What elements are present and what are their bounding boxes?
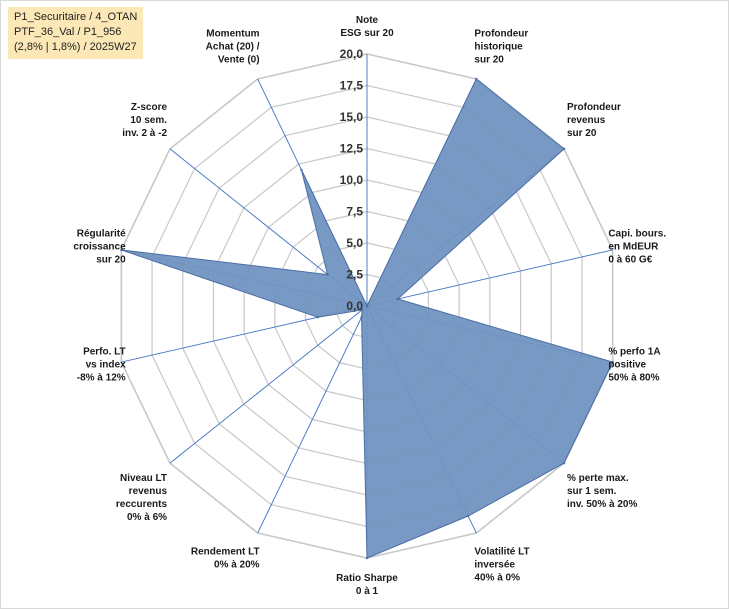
tick-label: 7,5: [346, 205, 363, 219]
axis-label-7: Ratio Sharpe 0 à 1: [336, 573, 398, 597]
tick-label: 2,5: [346, 268, 363, 282]
tick-label: 0,0: [346, 299, 363, 313]
axis-label-8: Rendement LT 0% à 20%: [191, 547, 260, 571]
data-point-5: [562, 461, 566, 465]
axis-label-11: Régularité croissance sur 20: [73, 228, 126, 265]
data-point-4: [611, 360, 614, 364]
data-point-13: [300, 168, 303, 171]
data-point-0: [365, 304, 369, 308]
axis-spoke-8: [257, 305, 368, 534]
axis-label-1: Profondeur historique sur 20: [474, 28, 528, 65]
data-point-6: [466, 514, 470, 518]
data-point-8: [360, 316, 363, 319]
axis-label-2: Profondeur revenus sur 20: [567, 102, 621, 139]
axis-label-0: Note ESG sur 20: [340, 15, 394, 39]
info-line-2: PTF_36_Val / P1_956: [14, 26, 122, 38]
tick-label: 20,0: [340, 47, 364, 61]
axis-label-3: Capi. bours. en MdEUR 0 à 60 G€: [608, 228, 666, 265]
data-point-12: [326, 273, 329, 276]
axis-label-6: Volatilité LT inversée 40% à 0%: [474, 547, 529, 584]
axis-spoke-3: [366, 249, 613, 307]
info-line-3: (2,8% | 1,8%) / 2025W27: [14, 41, 137, 53]
data-point-7: [365, 556, 369, 560]
info-line-1: P1_Securitaire / 4_OTAN: [14, 11, 138, 23]
axis-label-5: % perte max. sur 1 sem. inv. 50% à 20%: [567, 473, 638, 510]
axis-label-10: Perfo. LT vs index -8% à 12%: [77, 347, 126, 384]
data-point-3: [396, 297, 399, 301]
tick-label: 17,5: [340, 79, 364, 93]
tick-label: 10,0: [340, 173, 364, 187]
portfolio-info-box: P1_Securitaire / 4_OTAN PTF_36_Val / P1_…: [8, 7, 144, 59]
data-point-9: [360, 308, 364, 312]
axis-label-12: Z-score 10 sem. inv. 2 à -2: [122, 102, 167, 139]
axis-label-9: Niveau LT revenus reccurents 0% à 6%: [116, 473, 168, 523]
tick-label: 12,5: [340, 142, 364, 156]
data-point-10: [316, 316, 320, 319]
data-point-2: [562, 147, 566, 151]
tick-label: 5,0: [346, 236, 363, 250]
axis-label-4: % perfo 1A positive 50% à 80%: [608, 347, 660, 384]
axis-label-13: Momentum Achat (20) / Vente (0): [206, 28, 260, 65]
data-point-11: [120, 248, 123, 252]
axis-spoke-9: [169, 305, 368, 464]
tick-label: 15,0: [340, 110, 364, 124]
data-point-1: [475, 77, 478, 81]
